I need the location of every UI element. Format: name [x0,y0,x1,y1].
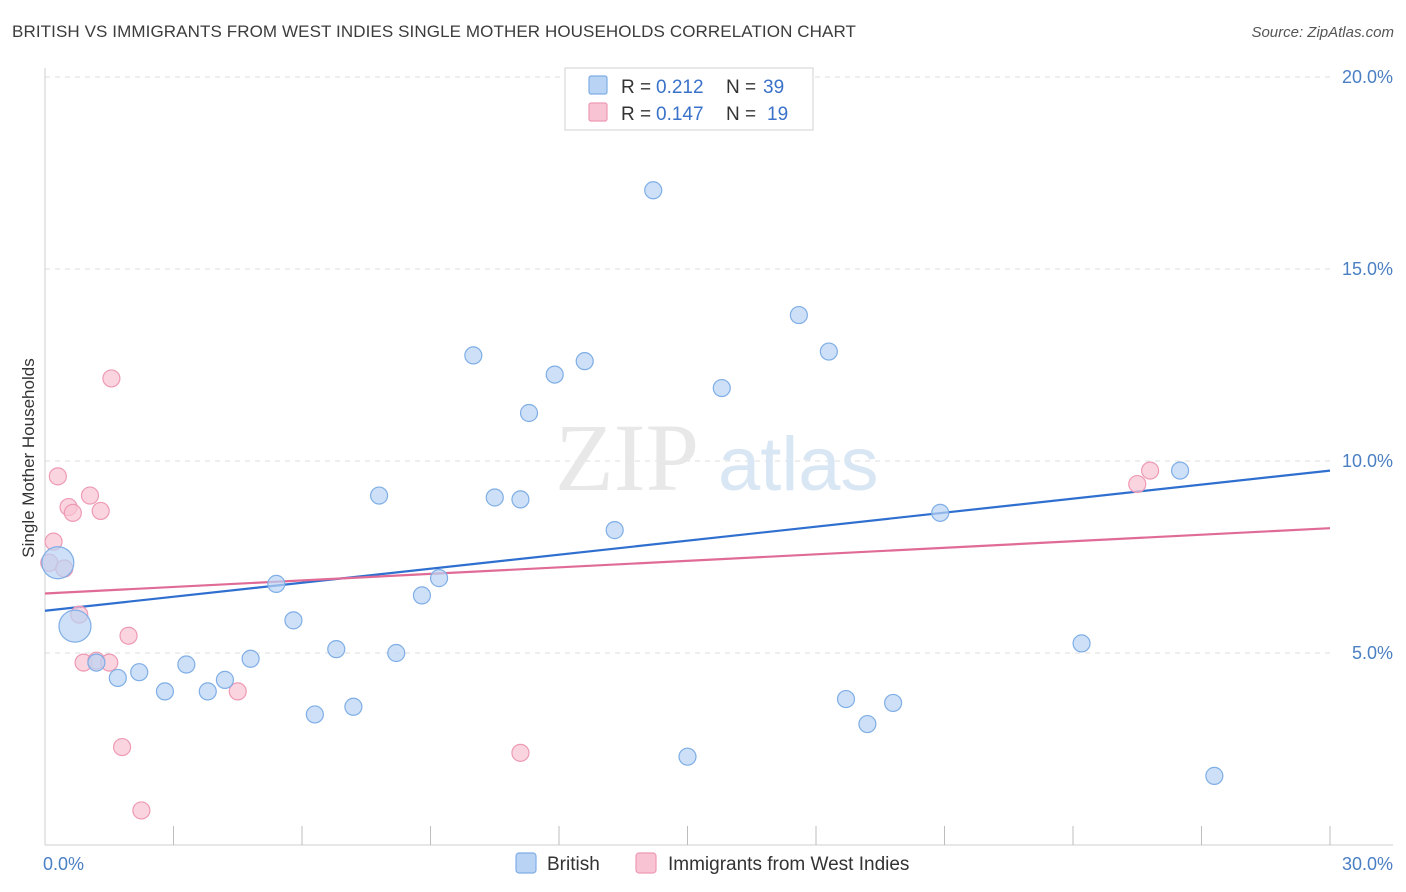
legend-n-label-west-indies: N = [726,104,756,125]
point-british [678,747,697,766]
point-british [215,670,234,689]
point-british [545,365,564,384]
point-british [198,682,217,701]
point-british [712,378,731,398]
point-west-indies [228,682,247,701]
series-legend-swatch-british [515,852,537,874]
point-british [87,653,106,672]
legend-r-value-west-indies: 0.147 [656,104,704,125]
legend-swatch-british [588,75,608,95]
y-tick-label: 20.0% [1342,67,1393,87]
point-british [485,488,504,507]
point-british [605,521,624,540]
point-west-indies [1140,461,1160,480]
point-british [370,486,389,505]
point-british [177,655,196,674]
legend-r-label-british: R = [621,77,651,98]
point-british [41,546,75,580]
legend-swatch-west-indies [588,102,608,122]
series-legend-label-british: British [547,854,600,875]
stats-legend: R = 0.212 N = 39 R = 0.147 N = 19 [564,67,814,131]
point-west-indies [119,626,138,645]
grid-layer [45,76,1330,654]
point-british [412,586,432,605]
point-west-indies [80,486,100,505]
y-axis-label: Single Mother Households [19,358,38,557]
watermark-zip: ZIP [555,404,699,511]
point-british [241,649,260,668]
x-tick-label-min: 0.0% [43,854,84,874]
point-british [429,569,449,588]
trend-line-west-indies [44,527,1331,595]
point-west-indies [132,801,151,820]
point-west-indies [102,369,121,388]
y-tick-label: 5.0% [1352,643,1393,663]
point-british [130,663,149,682]
point-west-indies [1128,474,1147,494]
point-west-indies [63,503,82,522]
point-british [519,403,539,423]
legend-n-value-west-indies: 19 [767,104,788,125]
legend-n-label-british: N = [726,77,756,98]
chart-title: BRITISH VS IMMIGRANTS FROM WEST INDIES S… [12,22,857,41]
point-british [644,181,663,200]
point-british [267,574,286,593]
y-tick-label: 15.0% [1342,259,1393,279]
trend-lines [44,469,1331,612]
point-british [58,609,92,643]
point-british [858,714,877,734]
source-label: Source: ZipAtlas.com [1251,24,1394,41]
point-west-indies [91,501,110,521]
data-points [40,181,1224,820]
point-british [931,503,950,522]
series-legend-swatch-west-indies [635,852,657,874]
trend-line-british [44,469,1331,612]
point-british [836,689,856,709]
point-british [883,693,903,713]
point-british [108,668,127,688]
point-british [1170,461,1190,480]
point-british [344,697,363,716]
point-british [511,490,530,509]
legend-r-value-british: 0.212 [656,77,704,98]
x-tick-label-max: 30.0% [1342,854,1393,874]
point-west-indies [112,737,132,757]
y-tick-label: 10.0% [1342,451,1393,471]
point-west-indies [48,467,67,486]
legend-n-value-british: 39 [763,77,784,98]
series-legend-label-west-indies: Immigrants from West Indies [668,854,909,875]
point-british [789,305,808,325]
point-british [1205,766,1224,785]
point-british [575,352,594,371]
point-british [284,611,303,630]
point-west-indies [511,743,530,762]
point-british [387,643,406,663]
point-british [327,640,346,659]
watermark-atlas: atlas [718,422,879,507]
legend-r-label-west-indies: R = [621,104,651,125]
point-british [464,346,483,365]
series-legend: British Immigrants from West Indies [515,852,909,875]
point-british [155,682,175,701]
axis-layer: 5.0% 10.0% 15.0% 20.0% 0.0% 30.0% [43,67,1393,874]
point-british [1072,634,1091,653]
point-british [305,705,324,724]
point-british [819,342,838,361]
